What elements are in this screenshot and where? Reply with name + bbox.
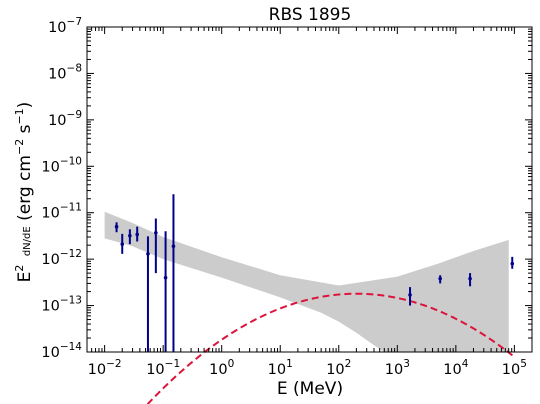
y-tick-label: 10−8 bbox=[48, 62, 82, 82]
data-point bbox=[163, 275, 168, 280]
y-tick-label: 10−10 bbox=[41, 155, 82, 175]
y-tick-label: 10−13 bbox=[41, 295, 82, 315]
x-tick-label: 10−1 bbox=[146, 358, 180, 378]
y-ticks-layer: 10−14 10−13 10−12 10−11 10−10 10−9 10−8 10−7 bbox=[41, 16, 532, 361]
x-tick-label: 104 bbox=[443, 358, 468, 378]
data-point bbox=[146, 252, 150, 256]
data-point bbox=[438, 276, 442, 281]
y-tick-label: 10−7 bbox=[48, 16, 82, 36]
y-tick-label: 10−14 bbox=[41, 341, 82, 361]
x-tick-label: 102 bbox=[326, 358, 351, 378]
data-point bbox=[135, 232, 139, 237]
data-points-layer bbox=[114, 194, 515, 352]
plot-frame bbox=[86, 26, 533, 353]
x-ticks-layer: 10−2 10−1 100 101 102 103 104 105 bbox=[86, 27, 533, 378]
model-curve bbox=[146, 292, 516, 404]
y-label-e-sup: 2 bbox=[13, 265, 26, 272]
y-label-e: E bbox=[15, 272, 35, 283]
y-label-dn-de: dN/dE bbox=[22, 226, 33, 256]
uncertainty-band-layer bbox=[104, 211, 509, 352]
x-tick-label: 103 bbox=[385, 358, 410, 378]
data-point bbox=[154, 230, 158, 235]
svg-text:E2 dN/dE (erg cm−2 s−1): E2 dN/dE (erg cm−2 s−1) bbox=[13, 102, 35, 283]
data-point bbox=[408, 293, 412, 297]
x-tick-label: 100 bbox=[209, 358, 234, 378]
y-tick-label: 10−12 bbox=[41, 248, 82, 268]
data-point bbox=[128, 233, 132, 238]
y-tick-label: 10−11 bbox=[41, 202, 82, 222]
y-tick-label: 10−9 bbox=[48, 109, 82, 129]
x-axis-label: E (MeV) bbox=[277, 379, 343, 399]
data-point bbox=[120, 242, 125, 246]
plot-frame-layer bbox=[86, 26, 533, 353]
x-tick-label: 101 bbox=[268, 358, 293, 378]
chart-title: RBS 1895 bbox=[269, 5, 352, 25]
y-axis-label: E2 dN/dE (erg cm−2 s−1) bbox=[13, 102, 35, 283]
data-point bbox=[114, 224, 119, 229]
x-tick-label: 10−2 bbox=[88, 358, 122, 378]
uncertainty-band bbox=[104, 211, 509, 352]
data-point bbox=[510, 261, 515, 266]
x-tick-label: 105 bbox=[502, 358, 527, 378]
data-point bbox=[468, 276, 472, 281]
model-curve-layer bbox=[146, 292, 516, 404]
data-point bbox=[171, 244, 176, 249]
